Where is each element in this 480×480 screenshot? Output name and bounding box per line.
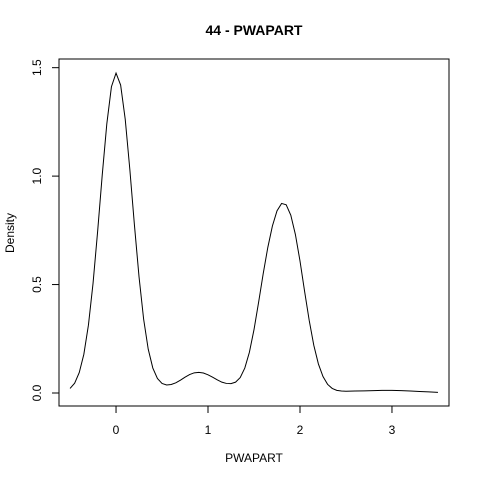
- x-tick-label: 0: [113, 423, 120, 437]
- x-axis-label: PWAPART: [225, 451, 283, 465]
- chart-title: 44 - PWAPART: [206, 22, 303, 38]
- y-tick-label: 0.5: [30, 276, 44, 293]
- x-tick-label: 1: [205, 423, 212, 437]
- y-tick-label: 1.0: [30, 167, 44, 184]
- y-tick-label: 0.0: [30, 384, 44, 401]
- x-tick-label: 3: [389, 423, 396, 437]
- y-axis-label: Density: [3, 213, 17, 253]
- x-tick-label: 2: [297, 423, 304, 437]
- y-tick-label: 1.5: [30, 59, 44, 76]
